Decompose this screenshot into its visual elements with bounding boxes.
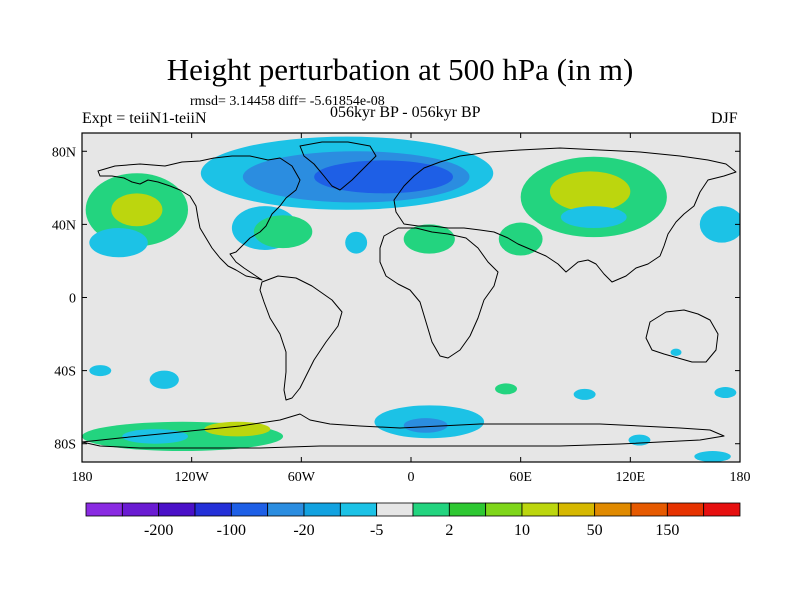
colorbar-swatch — [158, 502, 196, 517]
coastline-antarctica — [82, 413, 725, 449]
anomaly-patch — [549, 171, 631, 212]
colorbar-swatch — [121, 502, 160, 517]
anomaly-layer — [82, 136, 740, 462]
colorbar-swatch — [557, 502, 596, 517]
colorbar-label: -5 — [370, 522, 383, 539]
stats-text: rmsd= 3.14458 diff= -5.61854e-08 — [190, 94, 385, 109]
figure-title: Height perturbation at 500 hPa (in m) — [166, 52, 634, 87]
colorbar-swatch — [376, 502, 414, 517]
season-label: DJF — [711, 110, 738, 127]
colorbar-swatch — [267, 502, 305, 517]
anomaly-patch — [204, 421, 271, 437]
period-label: 056kyr BP - 056kyr BP — [330, 104, 481, 121]
coastline-eurasia — [393, 147, 737, 283]
colorbar-swatch — [194, 502, 232, 517]
colorbar-swatch — [448, 502, 487, 517]
anomaly-patch — [560, 206, 627, 229]
anomaly-patch — [498, 222, 543, 256]
lon-tick-label: 180 — [730, 470, 751, 485]
anomaly-patch — [694, 451, 731, 462]
lon-tick-label: 60E — [509, 470, 532, 485]
colorbar-label: 10 — [514, 522, 530, 539]
coastline-greenland — [299, 141, 377, 191]
anomaly-patch — [253, 215, 313, 249]
lat-tick-label: 80N — [52, 145, 76, 160]
colorbar-swatch — [485, 502, 523, 517]
colorbar-label: 2 — [445, 522, 453, 539]
anomaly-patch — [403, 418, 448, 433]
colorbar-swatch — [703, 502, 741, 517]
anomaly-patch — [345, 231, 368, 254]
lat-tick-label: 0 — [69, 292, 76, 307]
colorbar-swatch — [230, 502, 269, 517]
anomaly-patch — [314, 160, 454, 194]
lat-tick-label: 40N — [52, 218, 76, 233]
anomaly-patch — [111, 193, 163, 227]
lon-tick-label: 120E — [616, 470, 646, 485]
coastline-africa — [379, 227, 499, 359]
coastline-australia — [645, 309, 719, 363]
anomaly-patch — [714, 387, 737, 399]
lat-tick-label: 40S — [54, 365, 76, 380]
colorbar-label: -100 — [217, 522, 246, 539]
lat-tick-label: 80S — [54, 438, 76, 453]
coastline-south-america — [259, 275, 343, 401]
anomaly-patch — [699, 206, 740, 243]
lon-tick-label: 180 — [72, 470, 93, 485]
coastline-north-america — [97, 155, 301, 281]
colorbar-swatch — [630, 502, 668, 517]
colorbar-label: -20 — [293, 522, 314, 539]
colorbar-swatch — [521, 502, 559, 517]
colorbar-swatch — [303, 502, 341, 517]
colorbar-label: 150 — [655, 522, 679, 539]
experiment-label: Expt = teiiN1-teiiN — [82, 110, 207, 127]
colorbar-swatch — [666, 502, 705, 517]
anomaly-patch — [149, 370, 179, 389]
map-axes: 80N 40N 0 40S 80S 180 120W 60W 0 60E 120E 180 — [52, 133, 751, 485]
coastlines — [82, 141, 737, 449]
colorbar-swatch — [85, 502, 123, 517]
anomaly-patch — [495, 383, 518, 395]
lon-tick-label: 120W — [175, 470, 210, 485]
colorbar-swatch — [412, 502, 450, 517]
colorbar: -200 -100 -20 -5 2 10 50 150 — [85, 502, 741, 539]
anomaly-patch — [89, 228, 148, 258]
colorbar-label: 50 — [587, 522, 603, 539]
colorbar-swatch — [339, 502, 378, 517]
lon-tick-label: 0 — [408, 470, 415, 485]
anomaly-patch — [573, 388, 596, 400]
colorbar-label: -200 — [144, 522, 173, 539]
anomaly-patch — [89, 365, 112, 377]
colorbar-swatch — [594, 502, 632, 517]
lon-tick-label: 60W — [288, 470, 316, 485]
anomaly-patch — [403, 224, 455, 254]
anomaly-patch — [670, 348, 682, 356]
